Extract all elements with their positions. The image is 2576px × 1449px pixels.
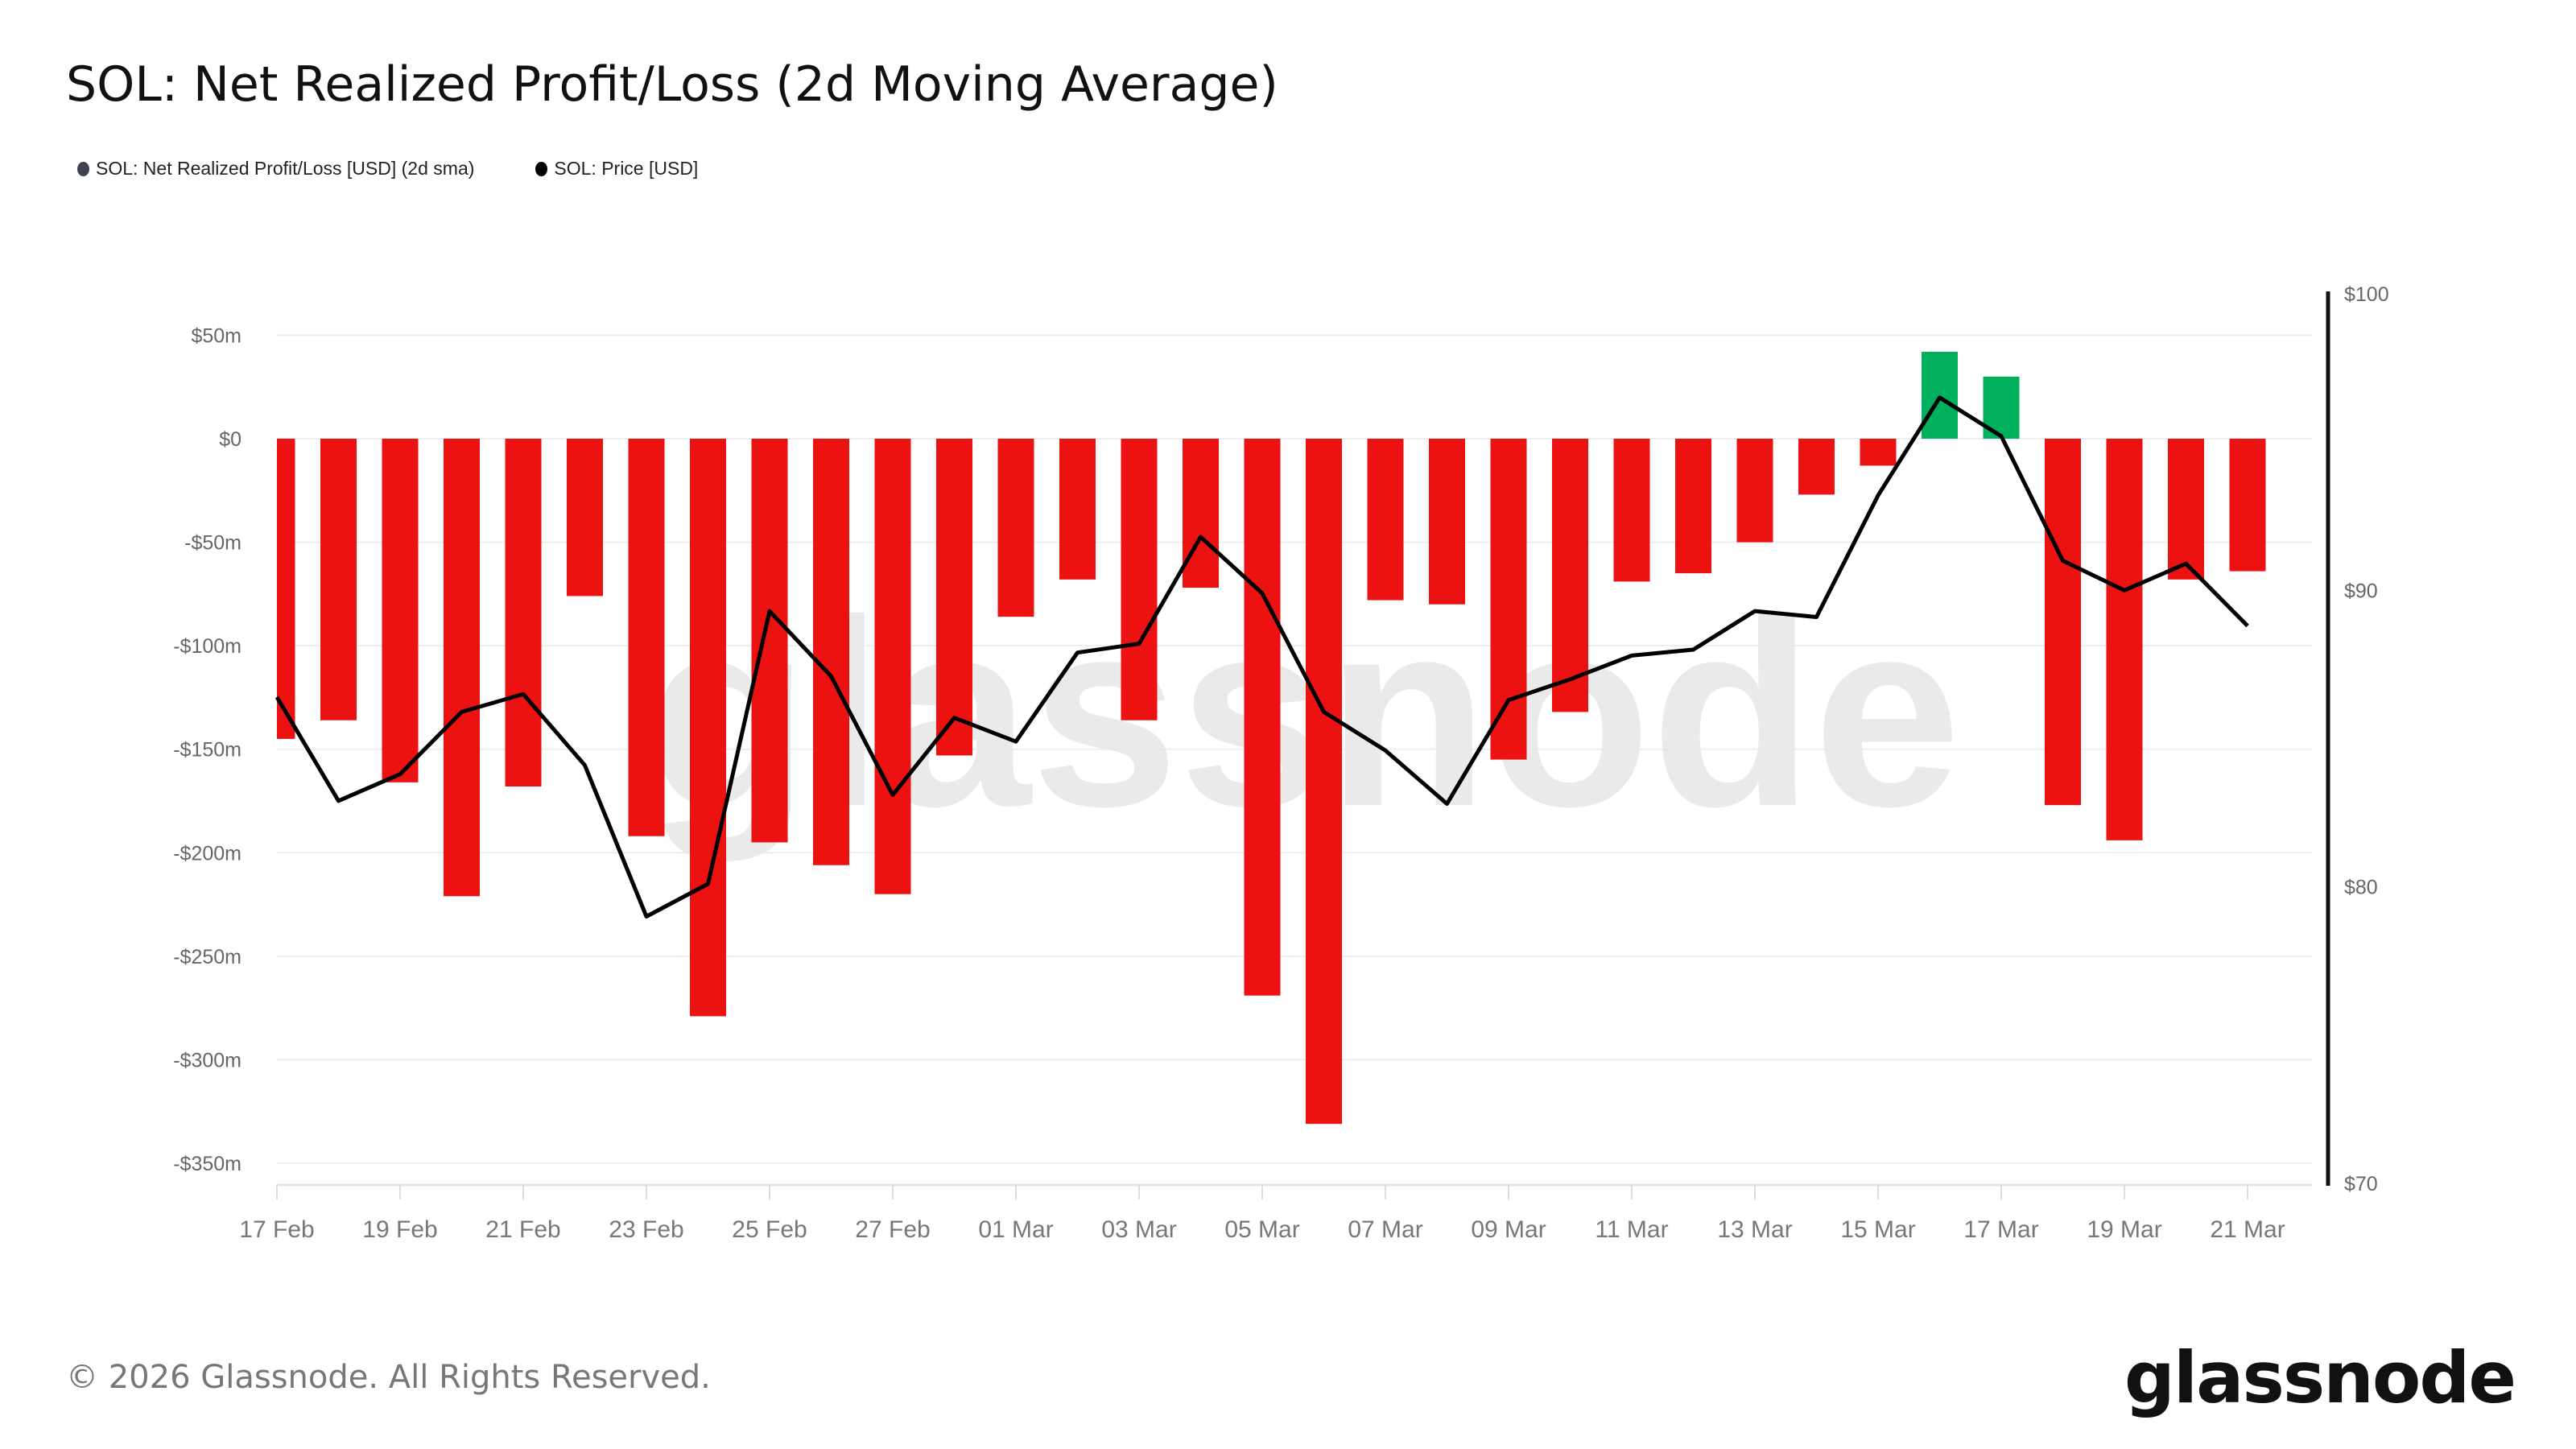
bar [2168, 439, 2204, 580]
x-axis-tick-label: 03 Mar [1101, 1216, 1176, 1243]
bar [1121, 439, 1158, 720]
x-axis-tick-label: 09 Mar [1471, 1216, 1546, 1243]
bar [1675, 439, 1711, 574]
axes: $50m $0 -$50m -$100m -$150m -$200m -$250m -$300… [173, 283, 2388, 1243]
x-axis-tick-label: 21 Feb [485, 1216, 560, 1243]
copyright: © 2026 Glassnode. All Rights Reserved. [66, 1359, 711, 1396]
bar [1244, 439, 1281, 996]
bar [628, 439, 665, 836]
legend-item-price[interactable]: SOL: Price [USD] [535, 158, 698, 180]
bar [1367, 439, 1404, 601]
chart-title: SOL: Net Realized Profit/Loss (2d Moving… [66, 56, 1278, 113]
right-axis-tick-label: $100 [2344, 283, 2389, 306]
x-axis-tick-label: 15 Mar [1840, 1216, 1915, 1243]
bar [874, 439, 911, 894]
bar [320, 439, 357, 720]
legend-label: SOL: Net Realized Profit/Loss [USD] (2d … [96, 158, 475, 179]
right-axis-tick-label: $80 [2344, 877, 2378, 899]
x-axis-tick-label: 11 Mar [1595, 1216, 1668, 1243]
legend-dot [535, 161, 548, 176]
left-axis-tick-label: -$150m [173, 739, 242, 762]
bar [1059, 439, 1096, 580]
bar [567, 439, 603, 597]
x-axis-tick-label: 23 Feb [609, 1216, 683, 1243]
right-axis-tick-label: $90 [2344, 580, 2378, 602]
x-axis-tick-label: 05 Mar [1224, 1216, 1299, 1243]
bar [751, 439, 788, 843]
bar [1736, 439, 1773, 543]
bar [1922, 352, 1958, 439]
bar [936, 439, 972, 756]
left-axis-tick-label: -$350m [173, 1153, 242, 1175]
gridlines [277, 334, 2312, 1164]
price-line-group [275, 395, 2249, 919]
bar [1429, 439, 1465, 605]
x-axis-tick-label: 17 Feb [239, 1216, 314, 1243]
x-axis-tick-label: 27 Feb [855, 1216, 930, 1243]
x-axis-tick-label: 13 Mar [1717, 1216, 1792, 1243]
x-axis-tick-label: 01 Mar [978, 1216, 1053, 1243]
bar [444, 439, 480, 897]
legend: SOL: Net Realized Profit/Loss [USD] (2d … [77, 158, 698, 180]
x-axis-tick-label: 19 Mar [2087, 1216, 2161, 1243]
x-axis-tick-label: 21 Mar [2210, 1216, 2285, 1243]
bar [997, 439, 1034, 617]
bars [277, 352, 2266, 1125]
bar [277, 439, 295, 739]
bar [1860, 439, 1897, 466]
bar [1613, 439, 1650, 582]
bar [1306, 439, 1342, 1125]
x-axis-tick-label: 19 Feb [362, 1216, 437, 1243]
bar [2229, 439, 2266, 572]
bar [1490, 439, 1527, 760]
left-axis-tick-label: -$50m [184, 532, 242, 555]
bar [813, 439, 849, 865]
legend-item-net-realized-pl[interactable]: SOL: Net Realized Profit/Loss [USD] (2d … [77, 158, 474, 180]
glassnode-logo: glassnode [2124, 1336, 2516, 1419]
x-axis-tick-label: 17 Mar [1963, 1216, 2038, 1243]
right-axis-tick-label: $70 [2344, 1173, 2378, 1195]
left-axis-tick-label: -$300m [173, 1049, 242, 1071]
bar [505, 439, 542, 786]
left-axis-tick-label: $50m [191, 324, 242, 347]
bar [1552, 439, 1588, 712]
bar [1183, 439, 1219, 588]
bar [382, 439, 419, 782]
left-axis-tick-label: -$200m [173, 842, 242, 865]
watermark: glassnode [647, 564, 1961, 863]
x-axis-tick-label: 07 Mar [1348, 1216, 1422, 1243]
legend-label: SOL: Price [USD] [554, 158, 699, 179]
bar [1798, 439, 1835, 495]
legend-dot [77, 161, 89, 176]
bar [2045, 439, 2081, 806]
x-axis-tick-label: 25 Feb [732, 1216, 807, 1243]
left-axis-tick-label: -$100m [173, 635, 242, 658]
bar [690, 439, 726, 1017]
left-axis-tick-label: -$250m [173, 946, 242, 968]
bar [2106, 439, 2143, 840]
left-axis-tick-label: $0 [219, 428, 242, 451]
